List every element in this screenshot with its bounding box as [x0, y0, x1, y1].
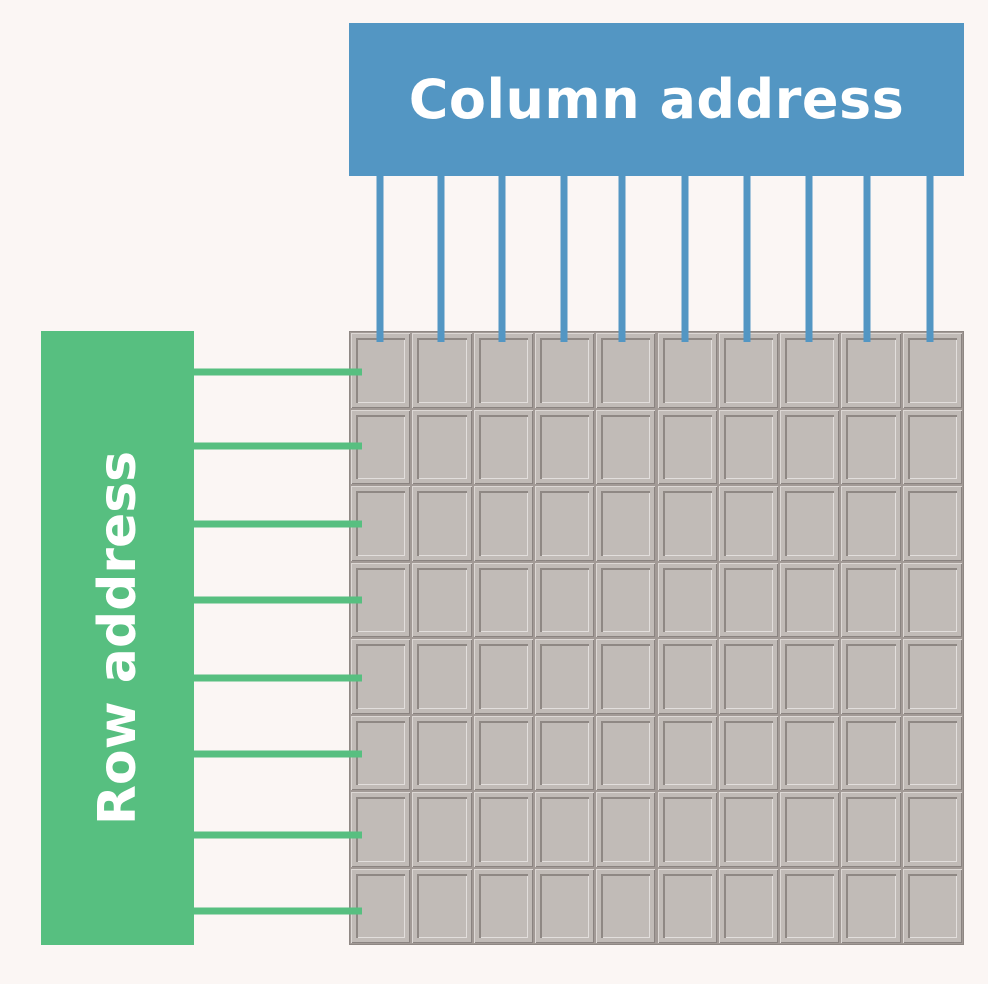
memory-cell	[534, 715, 595, 790]
memory-cell	[780, 792, 840, 867]
memory-cell	[718, 792, 779, 867]
memory-cell	[473, 639, 533, 714]
memory-cell	[351, 333, 411, 408]
memory-cell	[657, 868, 717, 943]
memory-cell	[841, 715, 901, 790]
memory-cell	[351, 868, 411, 943]
memory-cell	[412, 562, 472, 637]
memory-cell	[473, 562, 533, 637]
memory-cell	[596, 868, 656, 943]
memory-cell	[412, 639, 472, 714]
memory-cell	[412, 715, 472, 790]
memory-cell	[657, 715, 717, 790]
memory-cell	[412, 409, 472, 484]
memory-cell	[902, 562, 962, 637]
memory-cell	[412, 333, 472, 408]
row-address-label: Row address	[87, 450, 148, 826]
memory-cell	[902, 409, 962, 484]
memory-cell	[718, 868, 779, 943]
memory-cell	[351, 409, 411, 484]
memory-cell	[473, 715, 533, 790]
memory-cell	[534, 333, 595, 408]
memory-cell	[351, 486, 411, 561]
memory-cell	[412, 868, 472, 943]
memory-cell	[718, 486, 779, 561]
memory-cell	[534, 792, 595, 867]
memory-cell	[473, 868, 533, 943]
memory-cell	[841, 639, 901, 714]
memory-cell-grid	[349, 331, 964, 945]
column-address-label: Column address	[408, 68, 905, 131]
memory-cell	[657, 486, 717, 561]
memory-cell	[902, 639, 962, 714]
memory-cell	[841, 562, 901, 637]
memory-cell	[841, 486, 901, 561]
memory-cell	[902, 333, 962, 408]
row-address-block: Row address	[41, 331, 194, 945]
memory-cell	[902, 792, 962, 867]
memory-cell	[412, 486, 472, 561]
memory-cell	[657, 333, 717, 408]
column-address-block: Column address	[349, 23, 964, 176]
memory-cell	[351, 715, 411, 790]
memory-cell	[473, 333, 533, 408]
memory-cell	[596, 792, 656, 867]
memory-cell	[780, 639, 840, 714]
memory-cell	[657, 792, 717, 867]
memory-cell	[780, 562, 840, 637]
memory-cell	[534, 562, 595, 637]
memory-cell	[596, 562, 656, 637]
memory-cell	[902, 715, 962, 790]
memory-cell	[841, 792, 901, 867]
memory-cell	[841, 409, 901, 484]
memory-cell	[351, 639, 411, 714]
memory-cell	[657, 409, 717, 484]
memory-cell	[718, 639, 779, 714]
memory-cell	[596, 715, 656, 790]
memory-cell	[780, 486, 840, 561]
memory-cell	[351, 792, 411, 867]
memory-cell	[902, 868, 962, 943]
memory-cell	[718, 562, 779, 637]
memory-cell	[841, 333, 901, 408]
memory-cell	[596, 409, 656, 484]
memory-cell	[473, 486, 533, 561]
memory-cell	[780, 715, 840, 790]
memory-cell	[718, 409, 779, 484]
memory-cell	[596, 486, 656, 561]
memory-cell	[902, 486, 962, 561]
memory-cell	[780, 868, 840, 943]
memory-cell	[780, 333, 840, 408]
memory-cell	[351, 562, 411, 637]
memory-cell	[596, 639, 656, 714]
memory-cell	[841, 868, 901, 943]
memory-cell	[473, 792, 533, 867]
memory-cell	[596, 333, 656, 408]
memory-cell	[412, 792, 472, 867]
memory-cell	[718, 715, 779, 790]
memory-cell	[780, 409, 840, 484]
memory-cell	[473, 409, 533, 484]
memory-cell	[657, 562, 717, 637]
memory-cell	[657, 639, 717, 714]
memory-cell	[534, 486, 595, 561]
memory-cell	[534, 409, 595, 484]
memory-cell	[534, 639, 595, 714]
memory-cell	[534, 868, 595, 943]
memory-cell	[718, 333, 779, 408]
